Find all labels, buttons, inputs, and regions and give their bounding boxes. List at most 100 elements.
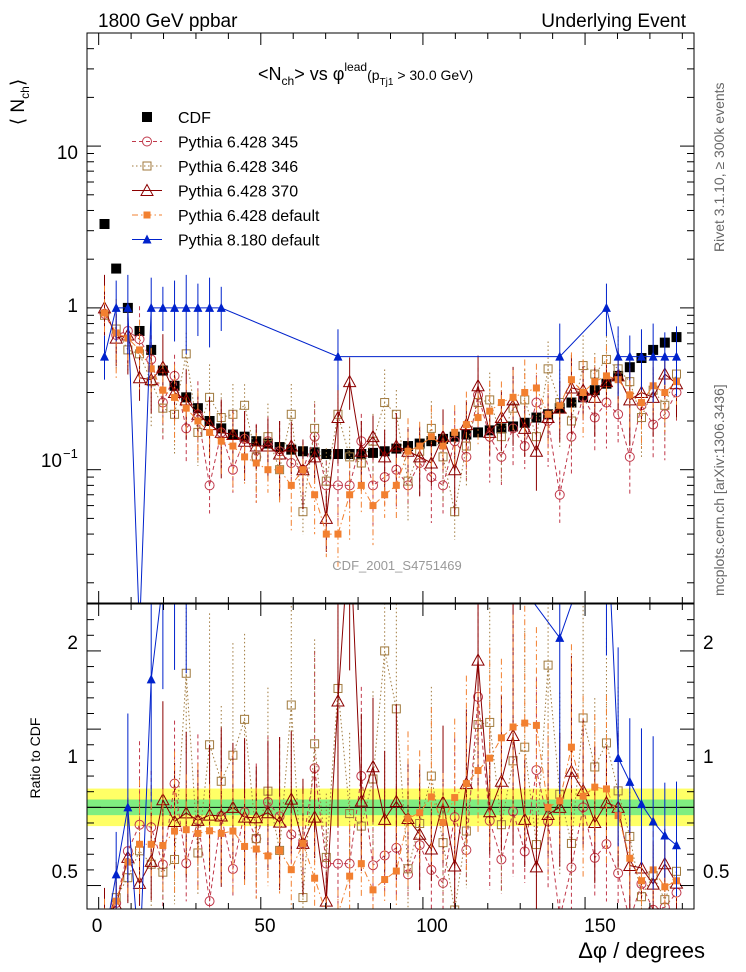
- data-point: [451, 428, 459, 436]
- series-mc-4: [101, 285, 680, 568]
- mcplots-label: mcplots.cern.ch [arXiv:1306.3436]: [711, 384, 727, 596]
- ratio-point: [334, 910, 341, 917]
- ratio-point: [367, 860, 378, 871]
- svg-text:⟨ Nch⟩: ⟨ Nch⟩: [8, 79, 32, 126]
- rivet-label: Rivet 3.1.10, ≥ 300k events: [711, 82, 727, 252]
- ratio-point: [159, 841, 167, 849]
- data-point: [380, 398, 390, 408]
- ytick-label-0.1: 10: [41, 451, 62, 472]
- data-point: [447, 462, 462, 476]
- legend-label: Pythia 8.180 default: [178, 233, 320, 250]
- data-point: [346, 491, 354, 499]
- ratio-point: [182, 826, 190, 834]
- ratio-point: [474, 767, 482, 775]
- legend-label: Pythia 6.428 370: [178, 184, 298, 201]
- legend-marker: [142, 136, 152, 147]
- ratio-point: [191, 813, 205, 826]
- data-point: [193, 302, 203, 312]
- ratio-point: [648, 816, 658, 826]
- data-point: [311, 491, 319, 499]
- ratio-point: [591, 783, 599, 791]
- ratio-point: [146, 674, 156, 684]
- data-point: [206, 428, 214, 436]
- ratio-point: [486, 754, 494, 762]
- data-point: [532, 384, 540, 392]
- ratio-point: [136, 840, 144, 848]
- series-mc-5: [100, 274, 681, 603]
- ratio-point: [323, 910, 330, 917]
- ratio-point: [496, 854, 507, 865]
- data-point: [286, 409, 296, 419]
- ratio-point: [240, 714, 250, 724]
- ratio-point: [497, 734, 505, 742]
- ratio-line: [109, 604, 677, 909]
- analysis-watermark: CDF_2001_S4751469: [332, 558, 461, 573]
- data-point: [567, 376, 575, 384]
- ratio-point: [170, 485, 179, 494]
- ratio-point: [626, 854, 634, 862]
- ratio-point: [494, 774, 509, 787]
- series-line: [104, 313, 677, 495]
- ratio-point: [167, 814, 182, 828]
- ratio-point: [427, 793, 435, 801]
- data-point: [357, 481, 365, 489]
- data-point: [554, 489, 565, 500]
- series-line: [104, 312, 677, 535]
- ratio-point: [637, 877, 645, 885]
- data-point: [181, 302, 191, 312]
- legend-marker: [142, 112, 152, 122]
- data-point: [543, 364, 553, 374]
- data-point: [158, 302, 168, 312]
- legend-label: Pythia 6.428 345: [178, 135, 298, 152]
- ratio-point: [509, 723, 517, 731]
- data-point: [331, 410, 345, 424]
- data-point: [299, 466, 307, 474]
- data-point: [345, 452, 355, 462]
- ratio-point: [158, 577, 167, 586]
- ratio-point: [284, 792, 299, 805]
- data-point: [637, 399, 645, 407]
- ratio-point: [636, 799, 646, 809]
- ratio-point: [412, 827, 427, 840]
- ratio-point: [321, 858, 332, 869]
- data-point: [648, 351, 658, 361]
- ytick-label-10: 10: [57, 143, 78, 164]
- data-point: [344, 449, 355, 460]
- xtick-label-100: 100: [416, 916, 448, 937]
- ratio-point: [567, 743, 575, 751]
- data-point: [159, 386, 167, 394]
- data-point: [205, 302, 215, 312]
- ratio-point: [332, 858, 343, 869]
- data-point: [99, 218, 110, 229]
- xtick-label-150: 150: [584, 916, 616, 937]
- ratio-point: [261, 805, 275, 819]
- ratio-point: [447, 858, 462, 872]
- ratio-point: [206, 827, 214, 835]
- data-point: [392, 481, 400, 489]
- data-point: [229, 442, 237, 450]
- data-point: [625, 351, 635, 361]
- ratio-point: [171, 827, 179, 835]
- data-point: [354, 444, 369, 457]
- ratio-point: [194, 829, 202, 837]
- ratio-point: [354, 794, 369, 807]
- data-point: [412, 449, 427, 463]
- ratio-point: [357, 860, 365, 868]
- ratio-point: [380, 646, 390, 656]
- data-point: [474, 414, 482, 422]
- data-point: [424, 455, 439, 469]
- xtick-label-50: 50: [254, 916, 275, 937]
- ratio-point: [416, 809, 424, 817]
- data-point: [136, 346, 144, 354]
- legend-label: CDF: [178, 110, 211, 127]
- data-point: [602, 372, 610, 380]
- ratio-point: [392, 867, 400, 875]
- data-point: [509, 393, 517, 401]
- ratio-point: [377, 812, 392, 825]
- header-left: 1800 GeV ppbar: [98, 11, 238, 32]
- ratio-point: [625, 916, 634, 925]
- ratio-ylabel: Ratio to CDF: [27, 718, 43, 799]
- legend: CDF Pythia 6.428 345 Pythia 6.428 346 Pythi…: [132, 110, 320, 250]
- data-point: [661, 388, 669, 396]
- data-point: [389, 439, 404, 452]
